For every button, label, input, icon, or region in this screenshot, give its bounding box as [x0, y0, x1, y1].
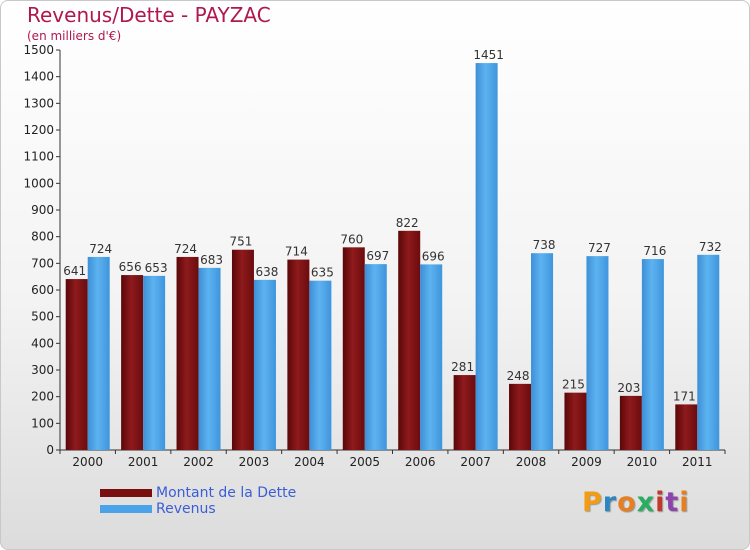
- chart-title: Revenus/Dette - PAYZAC: [27, 3, 271, 27]
- data-label: 653: [145, 261, 168, 275]
- logo-letter: i: [655, 487, 666, 518]
- legend-swatch-revenus: [100, 505, 152, 513]
- bar-debt: [398, 230, 421, 450]
- x-tick-label: 2002: [183, 455, 214, 469]
- y-tick-label: 1300: [23, 96, 54, 110]
- bar-debt: [619, 395, 642, 450]
- y-tick-label: 900: [31, 203, 54, 217]
- data-label: 732: [699, 240, 722, 254]
- chart-subtitle: (en milliers d'€): [27, 29, 122, 43]
- bar-debt: [176, 256, 199, 450]
- logo-letter: o: [617, 487, 637, 518]
- data-label: 697: [366, 249, 389, 263]
- proxiti-logo: Proxiti: [582, 487, 690, 518]
- bar-debt: [453, 375, 476, 450]
- y-tick-label: 1200: [23, 123, 54, 137]
- logo-letter: t: [665, 487, 680, 518]
- data-label: 641: [63, 264, 86, 278]
- y-tick-label: 0: [46, 443, 54, 457]
- x-tick-label: 2005: [350, 455, 381, 469]
- bar-revenus: [697, 254, 720, 450]
- x-tick-label: 2000: [72, 455, 103, 469]
- y-tick-label: 600: [31, 283, 54, 297]
- y-tick-label: 1100: [23, 150, 54, 164]
- y-tick-label: 500: [31, 310, 54, 324]
- x-tick-label: 2004: [294, 455, 325, 469]
- y-tick-label: 100: [31, 416, 54, 430]
- bar-debt: [675, 404, 698, 450]
- x-tick-label: 2008: [516, 455, 547, 469]
- y-tick-label: 1500: [23, 43, 54, 57]
- bar-revenus: [143, 275, 166, 450]
- data-label: 714: [285, 245, 308, 259]
- bar-debt: [342, 247, 365, 450]
- y-tick-label: 1400: [23, 70, 54, 84]
- logo-letter: r: [602, 487, 618, 518]
- data-label: 281: [451, 360, 474, 374]
- bar-revenus: [420, 264, 443, 450]
- x-tick-label: 2006: [405, 455, 436, 469]
- bar-debt: [65, 279, 88, 450]
- bar-revenus: [198, 267, 221, 450]
- data-label: 760: [340, 232, 363, 246]
- logo-letter: P: [582, 487, 603, 518]
- bar-revenus: [87, 256, 110, 450]
- y-tick-label: 400: [31, 336, 54, 350]
- x-tick-label: 2001: [128, 455, 159, 469]
- data-label: 727: [588, 241, 611, 255]
- data-label: 751: [230, 235, 253, 249]
- data-label: 738: [533, 238, 556, 252]
- x-tick-label: 2011: [682, 455, 713, 469]
- bars: [65, 63, 720, 451]
- data-label: 683: [200, 253, 223, 267]
- legend-label-revenus: Revenus: [156, 501, 216, 517]
- data-label: 696: [422, 249, 445, 263]
- bar-debt: [564, 392, 587, 450]
- bar-revenus: [641, 259, 664, 450]
- y-tick-label: 300: [31, 363, 54, 377]
- legend-label-debt: Montant de la Dette: [156, 485, 297, 501]
- logo-letter: i: [679, 487, 690, 518]
- axes: 0 100 200 300 400 500 600 700 800 900 1000 1100 1200…: [23, 43, 726, 469]
- bar-revenus: [475, 63, 498, 451]
- bar-revenus: [531, 253, 554, 450]
- data-label: 215: [562, 378, 585, 392]
- data-label: 1451: [473, 48, 504, 62]
- bar-debt: [509, 383, 532, 450]
- data-label: 203: [617, 381, 640, 395]
- data-label: 656: [119, 260, 142, 274]
- y-tick-label: 1000: [23, 176, 54, 190]
- data-label: 724: [174, 242, 197, 256]
- data-label: 822: [396, 216, 419, 230]
- data-label: 248: [507, 369, 530, 383]
- y-tick-label: 200: [31, 390, 54, 404]
- x-tick-label: 2009: [571, 455, 602, 469]
- data-label: 638: [256, 265, 279, 279]
- bar-revenus: [586, 256, 609, 450]
- x-tick-label: 2010: [627, 455, 658, 469]
- bar-debt: [121, 275, 144, 450]
- data-label: 716: [643, 244, 666, 258]
- bar-revenus: [309, 280, 332, 450]
- bar-debt: [231, 249, 254, 450]
- bar-revenus: [364, 264, 387, 450]
- x-tick-label: 2007: [460, 455, 491, 469]
- bar-debt: [287, 259, 310, 450]
- legend-swatch-debt: [100, 489, 152, 497]
- bar-revenus: [253, 279, 276, 450]
- data-label: 724: [89, 242, 112, 256]
- y-tick-label: 700: [31, 256, 54, 270]
- logo-letter: x: [636, 487, 656, 518]
- data-label: 635: [311, 266, 334, 280]
- y-tick-label: 800: [31, 230, 54, 244]
- x-tick-label: 2003: [239, 455, 270, 469]
- data-label: 171: [673, 389, 696, 403]
